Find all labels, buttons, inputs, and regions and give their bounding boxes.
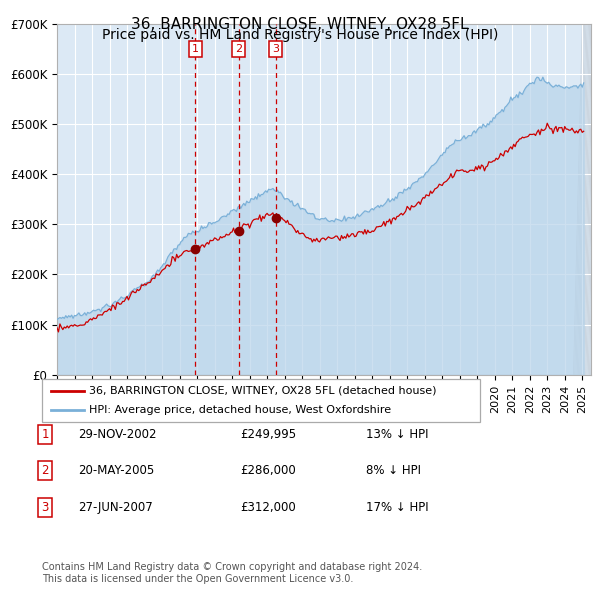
Text: 20-MAY-2005: 20-MAY-2005 [78, 464, 154, 477]
Text: 8% ↓ HPI: 8% ↓ HPI [366, 464, 421, 477]
Text: Price paid vs. HM Land Registry's House Price Index (HPI): Price paid vs. HM Land Registry's House … [102, 28, 498, 42]
Text: £286,000: £286,000 [240, 464, 296, 477]
Text: HPI: Average price, detached house, West Oxfordshire: HPI: Average price, detached house, West… [89, 405, 391, 415]
Text: 3: 3 [41, 501, 49, 514]
Text: 2: 2 [41, 464, 49, 477]
Text: 3: 3 [272, 44, 279, 54]
Text: 36, BARRINGTON CLOSE, WITNEY, OX28 5FL: 36, BARRINGTON CLOSE, WITNEY, OX28 5FL [131, 17, 469, 31]
Text: 17% ↓ HPI: 17% ↓ HPI [366, 501, 428, 514]
Text: 27-JUN-2007: 27-JUN-2007 [78, 501, 153, 514]
Text: 1: 1 [192, 44, 199, 54]
Text: 2: 2 [235, 44, 242, 54]
Text: £249,995: £249,995 [240, 428, 296, 441]
Text: 13% ↓ HPI: 13% ↓ HPI [366, 428, 428, 441]
Text: 29-NOV-2002: 29-NOV-2002 [78, 428, 157, 441]
Text: 1: 1 [41, 428, 49, 441]
Text: 36, BARRINGTON CLOSE, WITNEY, OX28 5FL (detached house): 36, BARRINGTON CLOSE, WITNEY, OX28 5FL (… [89, 386, 436, 396]
Text: Contains HM Land Registry data © Crown copyright and database right 2024.
This d: Contains HM Land Registry data © Crown c… [42, 562, 422, 584]
Text: £312,000: £312,000 [240, 501, 296, 514]
